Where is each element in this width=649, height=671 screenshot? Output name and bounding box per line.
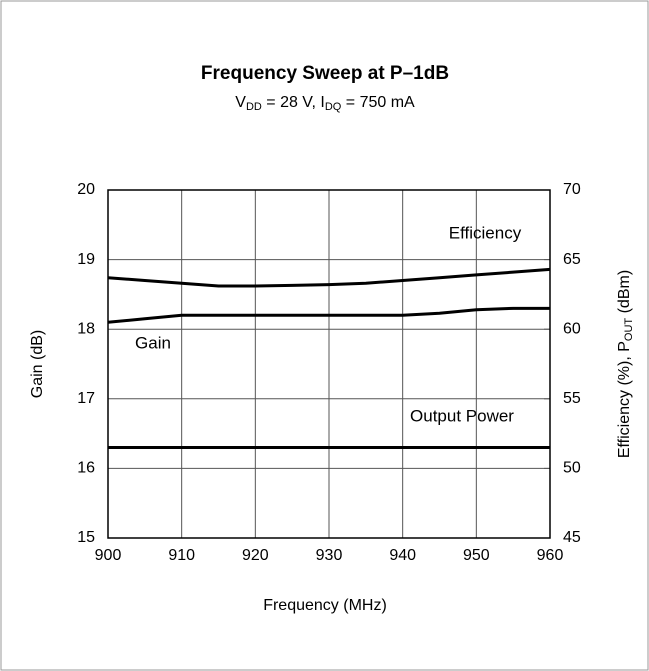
series-label: Gain — [135, 333, 171, 352]
text-part: V — [235, 94, 246, 111]
y2-tick-label: 65 — [563, 251, 581, 268]
text-part: (dBm) — [616, 270, 633, 318]
chart-subtitle: VDD = 28 V, IDQ = 750 mA — [235, 94, 415, 113]
y-tick-label: 20 — [77, 181, 95, 198]
x-tick-label: 910 — [168, 547, 195, 564]
y-axis-label: Gain (dB) — [29, 330, 46, 398]
y-tick-label: 15 — [77, 529, 95, 546]
plot-border — [107, 189, 551, 539]
y-tick-label: 18 — [77, 320, 95, 337]
series-label: Efficiency — [449, 223, 522, 242]
y2-tick-label: 60 — [563, 320, 581, 337]
y2-tick-label: 55 — [563, 390, 581, 407]
x-tick-label: 960 — [537, 547, 564, 564]
y-tick-label: 17 — [77, 390, 95, 407]
text-part: DQ — [325, 101, 342, 113]
text-part: DD — [246, 101, 262, 113]
x-axis-label: Frequency (MHz) — [263, 597, 387, 614]
text-part: Efficiency (%), P — [616, 341, 633, 458]
text-part: = 28 V, I — [262, 94, 325, 111]
y-tick-label: 16 — [77, 460, 95, 477]
x-tick-label: 920 — [242, 547, 269, 564]
text-part: OUT — [623, 318, 635, 342]
y2-tick-label: 50 — [563, 460, 581, 477]
text-part: = 750 mA — [341, 94, 415, 111]
y2-tick-label: 45 — [563, 529, 581, 546]
x-tick-label: 900 — [95, 547, 122, 564]
series-label: Output Power — [410, 406, 514, 425]
x-tick-label: 950 — [463, 547, 490, 564]
x-tick-label: 940 — [389, 547, 416, 564]
y-tick-label: 19 — [77, 251, 95, 268]
series-line — [107, 267, 551, 288]
x-tick-label: 930 — [316, 547, 343, 564]
series-line — [107, 306, 550, 324]
y2-axis-label: Efficiency (%), POUT (dBm) — [616, 270, 635, 458]
y2-tick-label: 70 — [563, 181, 581, 198]
chart-title: Frequency Sweep at P–1dB — [201, 63, 449, 84]
